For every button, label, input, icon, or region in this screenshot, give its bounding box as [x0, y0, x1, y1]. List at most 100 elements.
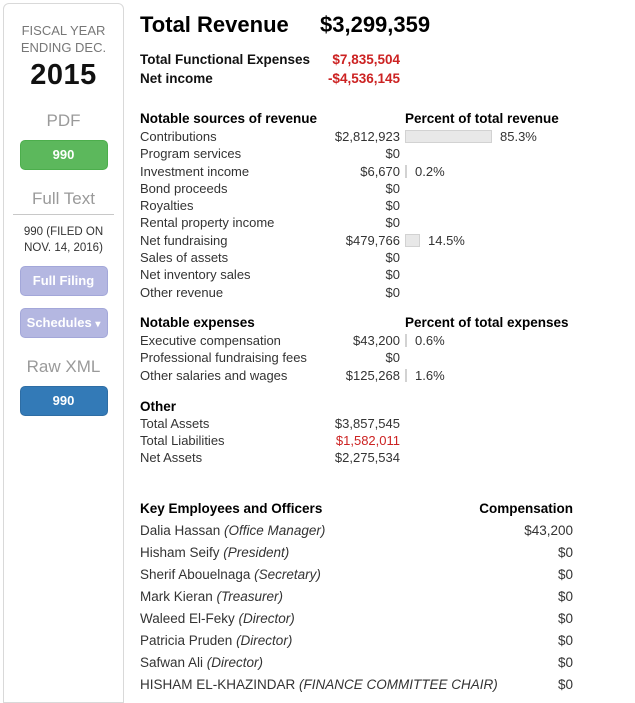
employee-rows: Dalia Hassan (Office Manager) $43,200 Hish… — [140, 520, 573, 696]
fiscal-year-label-line1: FISCAL YEAR — [21, 23, 106, 38]
total-revenue-value: $3,299,359 — [320, 12, 431, 37]
other-row: Net Assets $2,275,534 — [140, 449, 400, 466]
revenue-row-amount: $0 — [385, 267, 400, 283]
revenue-row-label-amount: Bond proceeds $0 — [140, 180, 400, 197]
expenses-section: Notable expenses Percent of total expens… — [140, 314, 573, 384]
full-text-heading: Full Text — [32, 189, 95, 208]
revenue-header-right: Percent of total revenue — [405, 111, 559, 126]
expenses-header-left: Notable expenses — [140, 314, 255, 330]
employees-table-header: Key Employees and Officers Compensation — [140, 498, 573, 520]
revenue-row-amount: $6,670 — [360, 163, 400, 179]
percent-bar — [405, 233, 420, 247]
raw-xml-heading: Raw XML — [26, 357, 101, 376]
revenue-row-percent-cell: 0.2% — [405, 163, 445, 180]
expenses-header-right: Percent of total expenses — [405, 314, 569, 330]
other-row-label: Net Assets — [140, 450, 203, 466]
employee-name: HISHAM EL-KHAZINDAR — [140, 676, 300, 692]
revenue-row-label: Rental property income — [140, 215, 275, 231]
employee-name: Mark Kieran — [140, 588, 217, 604]
other-row-value: $3,857,545 — [334, 415, 400, 431]
revenue-row: Investment income $6,670 0.2% — [140, 163, 573, 180]
revenue-row-label: Other revenue — [140, 284, 224, 300]
full-filing-button[interactable]: Full Filing — [19, 266, 108, 296]
other-header: Other — [140, 398, 177, 414]
employee-row: Hisham Seify (President) $0 — [140, 542, 573, 564]
revenue-row: Net inventory sales $0 — [140, 266, 573, 283]
summary-row-label: Total Functional Expenses — [140, 52, 311, 67]
revenue-row-amount: $0 — [385, 215, 400, 231]
other-row-label: Total Liabilities — [140, 433, 225, 449]
other-row: Total Liabilities $1,582,011 — [140, 432, 400, 449]
expense-row-label-amount: Professional fundraising fees $0 — [140, 349, 400, 366]
pdf-990-button[interactable]: 990 — [19, 140, 108, 170]
expenses-table-header: Notable expenses Percent of total expens… — [140, 314, 573, 331]
employee-compensation: $0 — [557, 588, 573, 604]
employee-name-title: Sherif Abouelnaga (Secretary) — [140, 564, 321, 586]
employee-title: (Director) — [236, 632, 293, 648]
summary-rows: Total Functional Expenses $7,835,504 Net i… — [140, 50, 573, 88]
expense-row-percent-text: 1.6% — [415, 367, 445, 383]
revenue-row-label-amount: Other revenue $0 — [140, 284, 400, 301]
employee-title: (Office Manager) — [224, 522, 326, 538]
employee-compensation: $0 — [557, 610, 573, 626]
revenue-row-amount: $0 — [385, 146, 400, 162]
expense-row-percent-text: 0.6% — [415, 332, 445, 348]
revenue-row-label-amount: Contributions $2,812,923 — [140, 128, 400, 145]
other-row: Total Assets $3,857,545 — [140, 415, 400, 432]
employee-compensation: $0 — [557, 676, 573, 692]
revenue-row: Contributions $2,812,923 85.3% — [140, 128, 573, 145]
revenue-row-label-amount: Sales of assets $0 — [140, 249, 400, 266]
total-revenue-label: Total Revenue — [140, 12, 289, 37]
summary-row: Net income -$4,536,145 — [140, 69, 400, 88]
revenue-row-label: Program services — [140, 146, 242, 162]
employees-section: Key Employees and Officers Compensation … — [140, 498, 573, 696]
revenue-row: Sales of assets $0 — [140, 249, 573, 266]
employee-compensation: $0 — [557, 566, 573, 582]
revenue-row-percent-cell: 14.5% — [405, 232, 465, 249]
employee-name: Patricia Pruden — [140, 632, 237, 648]
employee-name: Dalia Hassan — [140, 522, 225, 538]
revenue-row-percent-text: 14.5% — [428, 232, 465, 248]
raw-xml-990-button[interactable]: 990 — [19, 386, 108, 416]
expense-row-amount: $43,200 — [353, 332, 400, 348]
schedules-dropdown-button[interactable]: Schedules ▾ — [19, 308, 108, 338]
revenue-row-amount: $0 — [385, 250, 400, 266]
employee-row: Mark Kieran (Treasurer) $0 — [140, 586, 573, 608]
revenue-row: Bond proceeds $0 — [140, 180, 573, 197]
revenue-row-percent-text: 0.2% — [415, 163, 445, 179]
revenue-row-label-amount: Program services $0 — [140, 145, 400, 162]
percent-bar — [405, 368, 407, 382]
expense-row-percent-cell: 0.6% — [405, 332, 445, 349]
expense-row: Professional fundraising fees $0 — [140, 349, 573, 366]
employee-title: (FINANCE COMMITTEE CHAIR) — [299, 676, 498, 692]
employee-name-title: HISHAM EL-KHAZINDAR (FINANCE COMMITTEE C… — [140, 674, 498, 696]
revenue-row-amount: $2,812,923 — [334, 129, 400, 144]
revenue-row-amount: $0 — [385, 284, 400, 300]
expense-row-label: Other salaries and wages — [140, 367, 288, 383]
revenue-row: Program services $0 — [140, 145, 573, 162]
employee-title: (Director) — [238, 610, 295, 626]
revenue-row-label-amount: Net fundraising $479,766 — [140, 232, 400, 249]
employee-title: (President) — [223, 544, 290, 560]
expense-row-label-amount: Executive compensation $43,200 — [140, 332, 400, 349]
revenue-row-label: Contributions — [140, 129, 217, 144]
employee-name: Waleed El-Feky — [140, 610, 239, 626]
expense-row: Executive compensation $43,200 0.6% — [140, 332, 573, 349]
employee-row: Waleed El-Feky (Director) $0 — [140, 608, 573, 630]
employee-row: HISHAM EL-KHAZINDAR (FINANCE COMMITTEE C… — [140, 674, 573, 696]
revenue-row: Rental property income $0 — [140, 214, 573, 231]
employee-row: Safwan Ali (Director) $0 — [140, 652, 573, 674]
filed-note: 990 (FILED ON NOV. 14, 2016) — [4, 224, 123, 256]
revenue-row-label: Royalties — [140, 198, 194, 214]
revenue-row-label: Net inventory sales — [140, 267, 251, 283]
employee-title: (Secretary) — [254, 566, 321, 582]
other-rows: Total Assets $3,857,545 Total Liabilities $… — [140, 415, 573, 467]
revenue-row-label: Net fundraising — [140, 232, 228, 248]
expense-row-label-amount: Other salaries and wages $125,268 — [140, 367, 400, 384]
revenue-row-label: Sales of assets — [140, 250, 229, 266]
employee-name-title: Waleed El-Feky (Director) — [140, 608, 295, 630]
expense-row-label: Executive compensation — [140, 332, 281, 348]
filed-note-line1: 990 (FILED ON — [23, 226, 104, 238]
other-row-label: Total Assets — [140, 415, 210, 431]
expense-row-label: Professional fundraising fees — [140, 350, 307, 366]
